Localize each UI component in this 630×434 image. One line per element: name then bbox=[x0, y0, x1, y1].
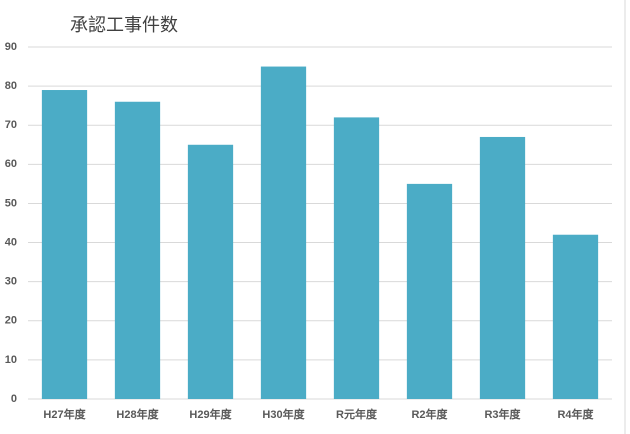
y-tick-label: 70 bbox=[5, 119, 17, 131]
y-tick-label: 40 bbox=[5, 236, 17, 248]
x-tick-label: H27年度 bbox=[43, 407, 86, 421]
x-tick-label: H28年度 bbox=[116, 407, 159, 421]
bar bbox=[187, 144, 234, 399]
y-tick-label: 0 bbox=[11, 393, 17, 405]
bar bbox=[406, 183, 453, 399]
bar bbox=[552, 234, 599, 399]
bar bbox=[260, 66, 307, 400]
y-tick-label: 80 bbox=[5, 80, 17, 92]
y-tick-label: 10 bbox=[5, 354, 17, 366]
bar bbox=[41, 90, 88, 400]
y-tick-label: 90 bbox=[5, 41, 17, 53]
y-tick-label: 30 bbox=[5, 276, 17, 288]
x-tick-label: R3年度 bbox=[484, 407, 521, 421]
x-tick-label: H29年度 bbox=[189, 407, 232, 421]
bar bbox=[333, 117, 380, 400]
x-tick-label: R元年度 bbox=[336, 407, 378, 421]
chart-title: 承認工事件数 bbox=[70, 15, 178, 35]
y-tick-label: 50 bbox=[5, 197, 17, 209]
bar bbox=[479, 136, 526, 399]
bar bbox=[114, 101, 161, 399]
x-tick-label: H30年度 bbox=[262, 407, 305, 421]
y-tick-label: 60 bbox=[5, 158, 17, 170]
y-tick-label: 20 bbox=[5, 315, 17, 327]
x-tick-label: R4年度 bbox=[557, 407, 594, 421]
x-tick-label: R2年度 bbox=[411, 407, 448, 421]
